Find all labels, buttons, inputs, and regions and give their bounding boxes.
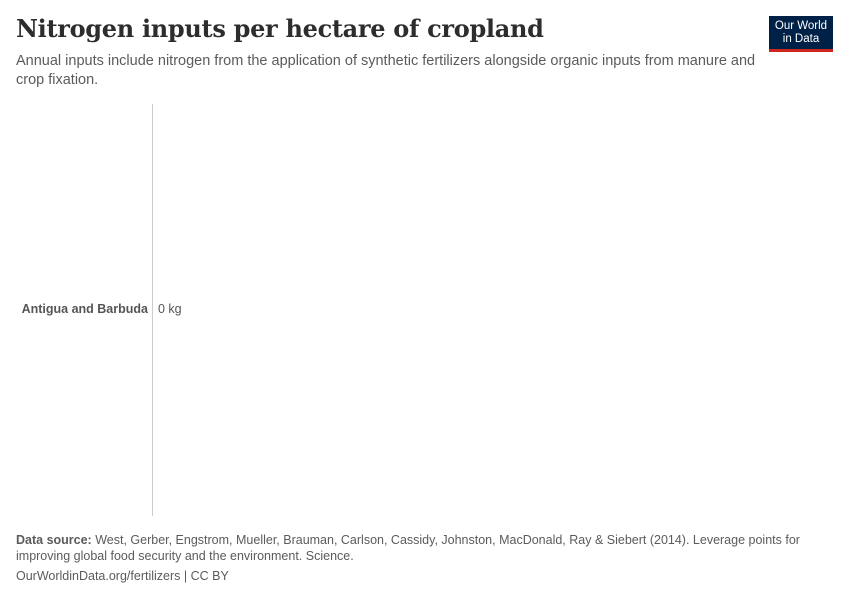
data-source-label: Data source:	[16, 533, 92, 547]
separator: |	[180, 569, 191, 583]
data-source-text: West, Gerber, Engstrom, Mueller, Brauman…	[16, 533, 800, 563]
license-link[interactable]: CC BY	[190, 569, 229, 583]
source-url-link[interactable]: OurWorldinData.org/fertilizers	[16, 569, 181, 583]
owid-logo[interactable]: Our World in Data	[769, 16, 833, 52]
chart-subtitle: Annual inputs include nitrogen from the …	[16, 53, 756, 88]
chart-title: Nitrogen inputs per hectare of cropland	[16, 14, 544, 43]
entity-label[interactable]: Antigua and Barbuda	[21, 302, 148, 316]
footer-attribution: OurWorldinData.org/fertilizers | CC BY	[16, 569, 229, 583]
data-source: Data source: West, Gerber, Engstrom, Mue…	[16, 532, 806, 564]
zero-axis-line	[152, 104, 153, 516]
value-label: 0 kg	[158, 302, 182, 316]
logo-line-1: Our World	[774, 20, 828, 32]
logo-line-2: in Data	[782, 33, 820, 45]
